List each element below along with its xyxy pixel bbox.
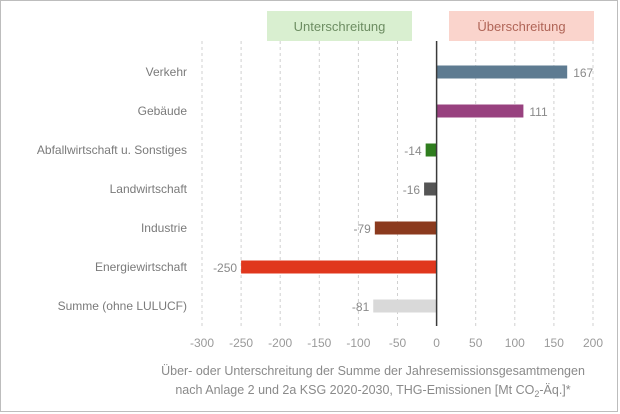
legend-label: Überschreitung xyxy=(477,19,565,34)
x-tick-label: 0 xyxy=(433,336,440,350)
value-label: -81 xyxy=(352,300,370,314)
bar xyxy=(424,182,437,196)
x-tick-label: 200 xyxy=(583,336,603,350)
x-tick-label: -150 xyxy=(307,336,331,350)
x-tick-label: 50 xyxy=(469,336,483,350)
bar xyxy=(374,221,437,235)
x-tick-label: -200 xyxy=(268,336,292,350)
legend-box xyxy=(267,11,412,41)
x-tick-label: -50 xyxy=(389,336,407,350)
bar xyxy=(436,65,568,79)
value-label: 111 xyxy=(529,105,548,119)
value-label: -14 xyxy=(404,144,422,158)
x-tick-label: 150 xyxy=(544,336,564,350)
bar xyxy=(436,104,524,118)
legend-label: Unterschreitung xyxy=(294,19,386,34)
gridlines xyxy=(201,41,594,326)
value-label: -79 xyxy=(353,222,371,236)
category-label: Gebäude xyxy=(138,104,188,118)
category-label: Industrie xyxy=(141,221,187,235)
category-labels: Verkehr Gebäude Abfallwirtschaft u. Sonsti… xyxy=(37,65,188,313)
x-axis-label-part: nach Anlage 2 und 2a KSG 2020-2030, THG-… xyxy=(175,383,534,397)
x-tick-label: -250 xyxy=(229,336,253,350)
x-axis-label-line-1: Über- oder Unterschreitung der Summe der… xyxy=(161,364,585,378)
value-labels: 167 111 -14 -16 -79 -250 -81 xyxy=(213,66,593,314)
category-label: Verkehr xyxy=(146,65,187,79)
bars xyxy=(241,65,568,313)
category-label: Landwirtschaft xyxy=(110,182,188,196)
bar xyxy=(241,260,437,274)
bar xyxy=(425,143,437,157)
x-tick-label: 100 xyxy=(505,336,525,350)
legend-box xyxy=(449,11,594,41)
category-label: Summe (ohne LULUCF) xyxy=(58,299,187,313)
x-tick-labels: -300 -250 -200 -150 -100 -50 0 50 100 150 200 xyxy=(190,336,603,350)
x-axis-label-subscript: 2 xyxy=(534,389,539,399)
x-axis-label-suffix: -Äq.]* xyxy=(539,383,570,397)
x-tick-label: -300 xyxy=(190,336,214,350)
x-tick-label: -100 xyxy=(346,336,370,350)
category-label: Energiewirtschaft xyxy=(95,260,188,274)
value-label: -16 xyxy=(403,183,421,197)
value-label: 167 xyxy=(573,66,593,80)
category-label: Abfallwirtschaft u. Sonstiges xyxy=(37,143,187,157)
value-label: -250 xyxy=(213,261,237,275)
bar xyxy=(373,299,437,313)
legend: Unterschreitung Überschreitung xyxy=(267,11,594,41)
x-axis-label-line-2: nach Anlage 2 und 2a KSG 2020-2030, THG-… xyxy=(175,383,570,399)
